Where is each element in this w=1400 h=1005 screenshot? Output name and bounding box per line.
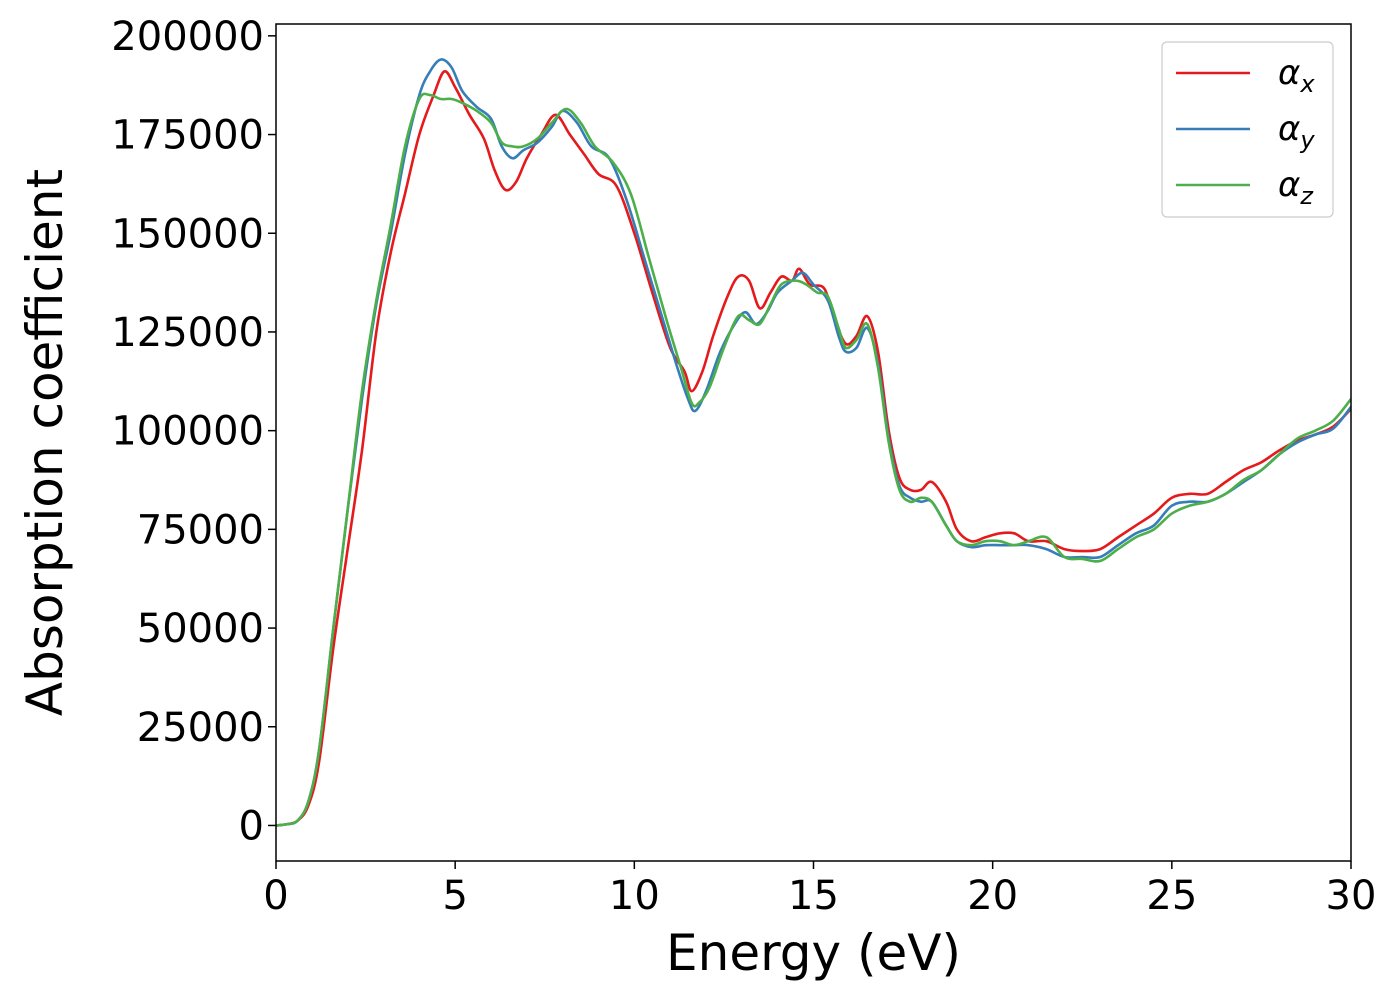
y-axis-title: Absorption coefficient xyxy=(16,169,74,716)
x-tick-label: 15 xyxy=(788,873,839,919)
x-tick-label: 20 xyxy=(967,873,1018,919)
y-tick-label: 75000 xyxy=(137,507,264,553)
x-tick-label: 5 xyxy=(442,873,467,919)
y-tick-label: 50000 xyxy=(137,606,264,652)
x-tick-label: 25 xyxy=(1146,873,1197,919)
y-axis: 0 25000 50000 75000 100000 125000 150000 175000… xyxy=(111,14,276,849)
x-axis: 0 5 10 15 20 25 30 xyxy=(263,861,1376,919)
y-tick-label: 100000 xyxy=(111,409,264,455)
y-tick-label: 0 xyxy=(239,803,264,849)
x-tick-label: 0 xyxy=(263,873,288,919)
x-tick-label: 10 xyxy=(609,873,660,919)
y-tick-label: 125000 xyxy=(111,310,264,356)
x-axis-title: Energy (eV) xyxy=(666,924,961,982)
y-tick-label: 200000 xyxy=(111,14,264,60)
y-tick-label: 175000 xyxy=(111,113,264,159)
y-tick-label: 25000 xyxy=(137,705,264,751)
series-layer xyxy=(276,58,1351,827)
series-line-z xyxy=(276,92,1351,827)
x-tick-label: 30 xyxy=(1326,873,1377,919)
y-tick-label: 150000 xyxy=(111,211,264,257)
